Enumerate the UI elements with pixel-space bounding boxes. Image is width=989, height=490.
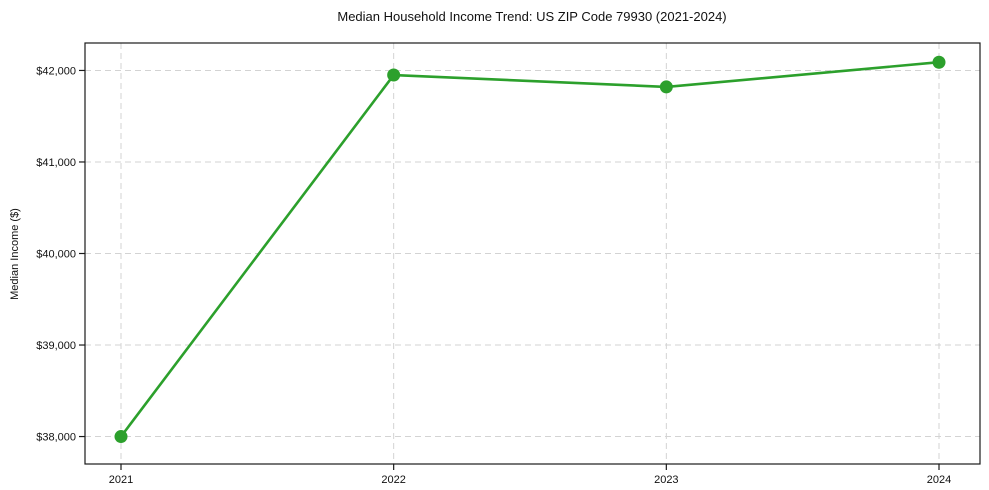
data-point xyxy=(932,55,946,69)
data-series xyxy=(114,55,946,444)
y-tick-label: $40,000 xyxy=(36,249,76,261)
chart-title: Median Household Income Trend: US ZIP Co… xyxy=(337,9,726,24)
x-tick-label: 2023 xyxy=(654,474,678,486)
data-point xyxy=(114,430,128,444)
y-tick-label: $39,000 xyxy=(36,340,76,352)
x-tick-label: 2021 xyxy=(109,474,133,486)
x-tick-label: 2024 xyxy=(927,474,951,486)
y-tick-label: $38,000 xyxy=(36,432,76,444)
income-trend-line xyxy=(119,60,941,438)
data-point xyxy=(659,80,673,94)
tick-labels: $38,000 $39,000 $40,000 $41,000 $42,000 2021 2… xyxy=(36,65,951,486)
gridlines xyxy=(85,43,980,464)
y-tick-label: $42,000 xyxy=(36,65,76,77)
x-tick-label: 2022 xyxy=(381,474,405,486)
data-point xyxy=(387,68,401,82)
axis-ticks xyxy=(79,69,940,470)
y-tick-label: $41,000 xyxy=(36,157,76,169)
y-axis-label: Median Income ($) xyxy=(9,208,21,300)
